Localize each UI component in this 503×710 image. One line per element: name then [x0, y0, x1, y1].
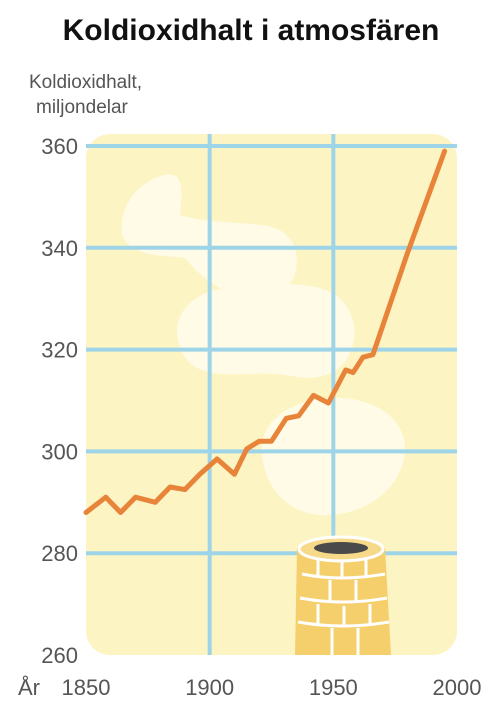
data-point — [133, 495, 138, 500]
data-point — [118, 510, 123, 515]
smoke-cloud-middle — [177, 283, 355, 378]
x-axis-label: År — [18, 675, 40, 700]
y-tick-label: 360 — [41, 134, 78, 159]
data-point — [167, 484, 173, 490]
data-point — [232, 472, 237, 477]
y-axis-label-line-1: Koldioxidhalt, — [29, 72, 142, 93]
data-point — [311, 393, 316, 398]
y-tick-labels: 260 280 300 320 340 360 — [41, 134, 78, 668]
y-tick-label: 320 — [41, 338, 78, 363]
data-point — [197, 472, 202, 477]
chimney-opening — [314, 542, 368, 554]
plot-background — [86, 134, 457, 655]
y-tick-label: 300 — [41, 439, 78, 464]
data-point — [103, 495, 108, 500]
data-point — [256, 439, 262, 444]
data-point — [350, 370, 356, 375]
y-axis-label-line-2: miljondelar — [36, 97, 129, 118]
data-point — [284, 416, 289, 421]
y-tick-label: 340 — [41, 236, 78, 261]
data-point — [244, 446, 249, 452]
x-tick-label: 1900 — [185, 675, 234, 700]
data-point — [343, 367, 348, 373]
chimney-bricks — [297, 555, 390, 655]
y-tick-label: 280 — [41, 541, 78, 566]
x-tick-label: 1950 — [309, 675, 358, 700]
chimney-mortar-row-2 — [299, 596, 388, 604]
data-point — [296, 413, 301, 418]
data-point — [360, 355, 366, 360]
y-tick-label: 260 — [41, 643, 78, 668]
x-tick-label: 1850 — [62, 675, 111, 700]
data-point — [370, 352, 376, 357]
chimney — [295, 535, 391, 655]
data-point — [214, 456, 220, 462]
data-point — [326, 400, 331, 406]
data-point — [442, 148, 447, 154]
x-tick-label: 2000 — [433, 675, 482, 700]
data-point — [182, 487, 188, 492]
chart-title: Koldioxidhalt i atmosfären — [63, 14, 440, 47]
data-point — [405, 250, 410, 256]
data-point — [83, 510, 89, 515]
series-group — [83, 148, 448, 515]
x-tick-labels: 1850 1900 1950 2000 — [62, 675, 482, 700]
data-point — [269, 439, 274, 444]
data-point — [153, 500, 158, 505]
